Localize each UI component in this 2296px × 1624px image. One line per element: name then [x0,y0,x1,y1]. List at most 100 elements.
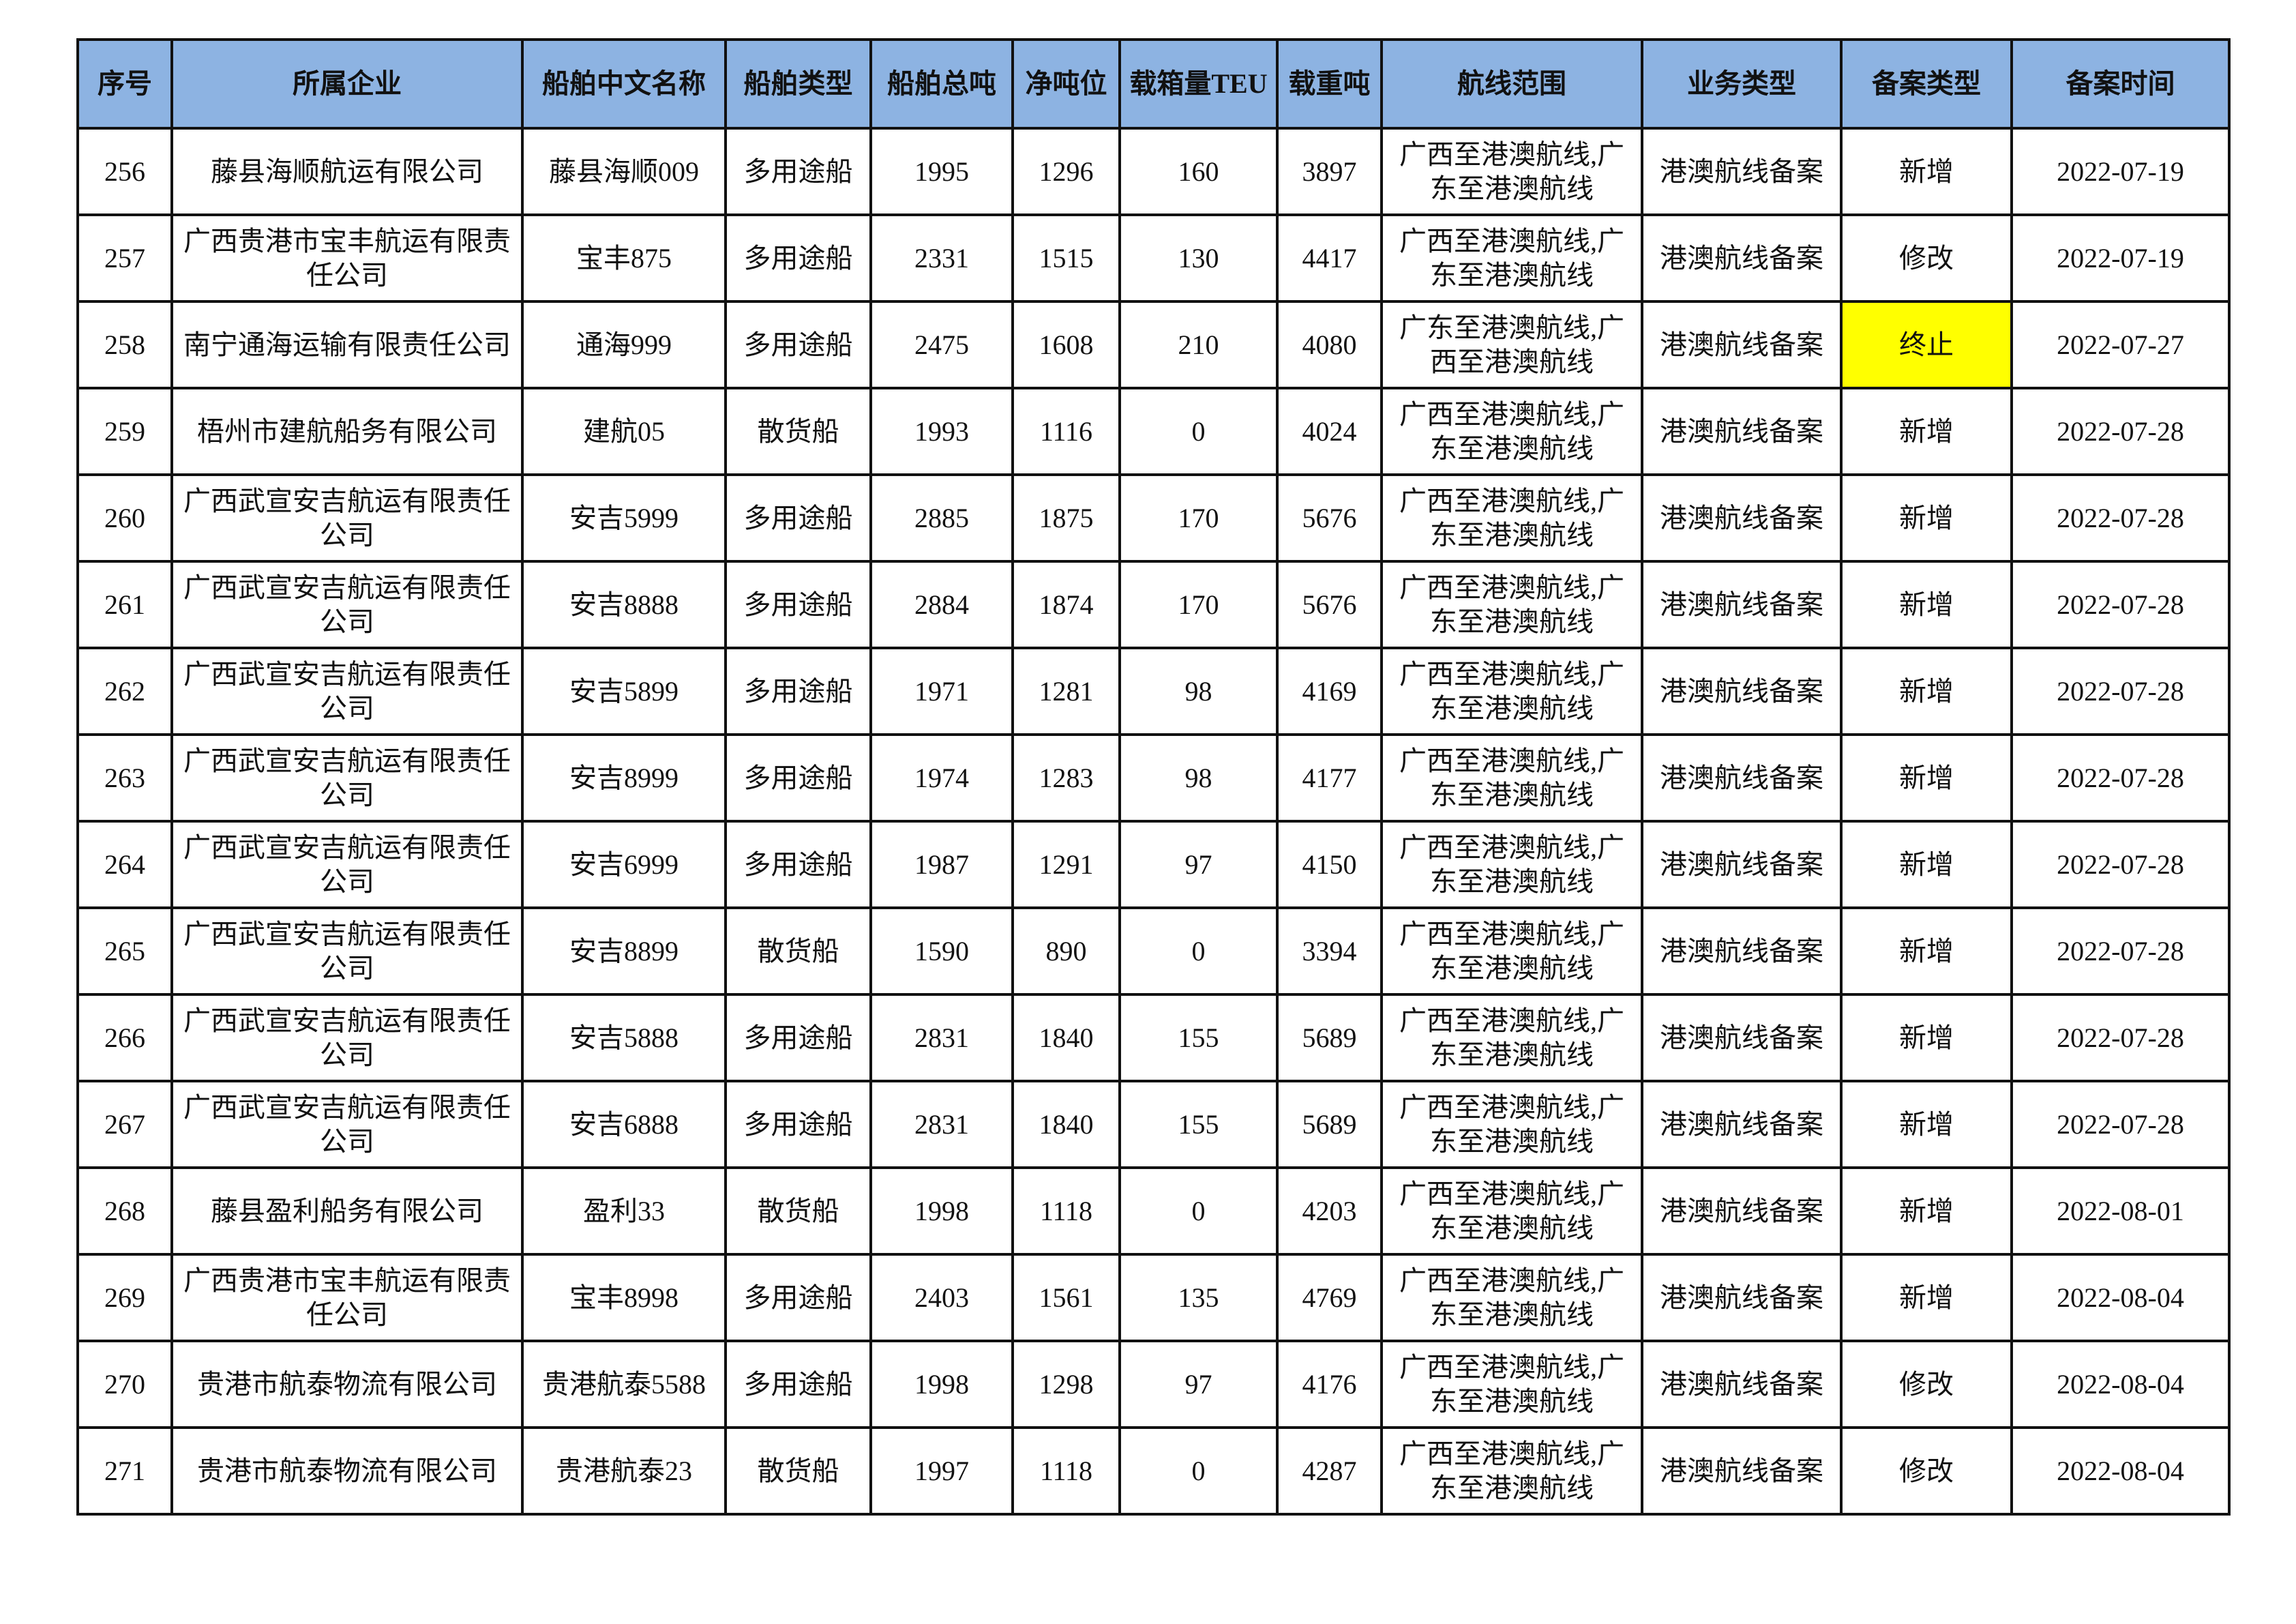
table-row: 265 广西武宣安吉航运有限责任公司 安吉8899 散货船 1590 890 0 3394 广西… [76,906,2231,996]
cell-filing-date: 2022-08-01 [2010,1166,2231,1256]
cell-company: 藤县海顺航运有限公司 [170,127,524,216]
cell-filing-type: 新增 [1840,1080,2013,1169]
column-header-ship-name: 船舶中文名称 [521,38,727,130]
cell-business-type: 港澳航线备案 [1641,473,1843,563]
cell-filing-date: 2022-07-28 [2010,473,2231,563]
cell-ship-name: 宝丰875 [521,213,727,303]
cell-ship-type: 多用途船 [724,560,872,649]
table-row: 262 广西武宣安吉航运有限责任公司 安吉5899 多用途船 1971 1281 98 416… [76,647,2231,736]
cell-route: 广西至港澳航线,广东至港澳航线 [1380,1166,1643,1256]
cell-route: 广西至港澳航线,广东至港澳航线 [1380,560,1643,649]
cell-company: 广西武宣安吉航运有限责任公司 [170,906,524,996]
header-row: 序号 所属企业 船舶中文名称 船舶类型 船舶总吨 净吨位 载箱量TEU 载重吨 航线范围 业务类型… [76,38,2231,130]
cell-business-type: 港澳航线备案 [1641,1253,1843,1342]
cell-gross-tonnage: 1998 [869,1166,1014,1256]
cell-teu: 0 [1118,1426,1279,1516]
cell-company: 贵港市航泰物流有限公司 [170,1340,524,1429]
column-header-company: 所属企业 [170,38,524,130]
cell-filing-type: 新增 [1840,1166,2013,1256]
cell-company: 广西贵港市宝丰航运有限责任公司 [170,213,524,303]
cell-gross-tonnage: 2475 [869,300,1014,389]
cell-gross-tonnage: 1987 [869,820,1014,909]
cell-business-type: 港澳航线备案 [1641,820,1843,909]
cell-business-type: 港澳航线备案 [1641,213,1843,303]
cell-dwt: 4150 [1276,820,1383,909]
cell-ship-name: 安吉8888 [521,560,727,649]
cell-teu: 170 [1118,473,1279,563]
cell-route: 广西至港澳航线,广东至港澳航线 [1380,1340,1643,1429]
cell-dwt: 4176 [1276,1340,1383,1429]
table-row: 257 广西贵港市宝丰航运有限责任公司 宝丰875 多用途船 2331 1515 130 44… [76,213,2231,303]
cell-net-tonnage: 890 [1011,906,1121,996]
cell-filing-date: 2022-07-28 [2010,560,2231,649]
column-header-business-type: 业务类型 [1641,38,1843,130]
cell-business-type: 港澳航线备案 [1641,993,1843,1082]
cell-business-type: 港澳航线备案 [1641,647,1843,736]
cell-net-tonnage: 1281 [1011,647,1121,736]
cell-company: 广西武宣安吉航运有限责任公司 [170,733,524,823]
cell-filing-date: 2022-07-27 [2010,300,2231,389]
cell-dwt: 4417 [1276,213,1383,303]
cell-ship-name: 安吉5888 [521,993,727,1082]
cell-teu: 98 [1118,733,1279,823]
cell-net-tonnage: 1561 [1011,1253,1121,1342]
cell-business-type: 港澳航线备案 [1641,1080,1843,1169]
cell-filing-type: 修改 [1840,1426,2013,1516]
cell-route: 广西至港澳航线,广东至港澳航线 [1380,1426,1643,1516]
cell-gross-tonnage: 1998 [869,1340,1014,1429]
cell-gross-tonnage: 1971 [869,647,1014,736]
cell-no: 271 [76,1426,173,1516]
cell-ship-type: 多用途船 [724,820,872,909]
table-row: 270 贵港市航泰物流有限公司 贵港航泰5588 多用途船 1998 1298 97 4176… [76,1340,2231,1429]
cell-company: 贵港市航泰物流有限公司 [170,1426,524,1516]
cell-net-tonnage: 1291 [1011,820,1121,909]
cell-filing-type: 新增 [1840,993,2013,1082]
cell-ship-name: 贵港航泰23 [521,1426,727,1516]
cell-ship-name: 通海999 [521,300,727,389]
cell-ship-type: 多用途船 [724,733,872,823]
cell-teu: 170 [1118,560,1279,649]
cell-teu: 97 [1118,820,1279,909]
cell-business-type: 港澳航线备案 [1641,1340,1843,1429]
cell-filing-date: 2022-08-04 [2010,1340,2231,1429]
cell-business-type: 港澳航线备案 [1641,127,1843,216]
cell-company: 藤县盈利船务有限公司 [170,1166,524,1256]
cell-no: 264 [76,820,173,909]
cell-business-type: 港澳航线备案 [1641,733,1843,823]
cell-ship-type: 多用途船 [724,127,872,216]
cell-company: 广西武宣安吉航运有限责任公司 [170,820,524,909]
cell-business-type: 港澳航线备案 [1641,906,1843,996]
cell-no: 259 [76,387,173,476]
cell-dwt: 4769 [1276,1253,1383,1342]
cell-no: 262 [76,647,173,736]
column-header-filing-type: 备案类型 [1840,38,2013,130]
cell-company: 广西贵港市宝丰航运有限责任公司 [170,1253,524,1342]
cell-route: 广西至港澳航线,广东至港澳航线 [1380,733,1643,823]
cell-filing-type: 修改 [1840,213,2013,303]
cell-no: 265 [76,906,173,996]
cell-ship-name: 藤县海顺009 [521,127,727,216]
cell-no: 270 [76,1340,173,1429]
cell-ship-type: 多用途船 [724,647,872,736]
cell-company: 南宁通海运输有限责任公司 [170,300,524,389]
cell-net-tonnage: 1118 [1011,1426,1121,1516]
cell-gross-tonnage: 1993 [869,387,1014,476]
cell-no: 260 [76,473,173,563]
cell-gross-tonnage: 2885 [869,473,1014,563]
cell-filing-type: 新增 [1840,820,2013,909]
cell-filing-date: 2022-07-28 [2010,387,2231,476]
cell-ship-name: 建航05 [521,387,727,476]
table-row: 260 广西武宣安吉航运有限责任公司 安吉5999 多用途船 2885 1875 170 56… [76,473,2231,563]
cell-route: 广东至港澳航线,广西至港澳航线 [1380,300,1643,389]
cell-dwt: 3897 [1276,127,1383,216]
cell-no: 269 [76,1253,173,1342]
cell-no: 266 [76,993,173,1082]
ship-filing-table: 序号 所属企业 船舶中文名称 船舶类型 船舶总吨 净吨位 载箱量TEU 载重吨 航线范围 业务类型… [76,38,2231,1516]
cell-teu: 98 [1118,647,1279,736]
cell-ship-type: 多用途船 [724,993,872,1082]
cell-route: 广西至港澳航线,广东至港澳航线 [1380,906,1643,996]
cell-dwt: 5689 [1276,1080,1383,1169]
column-header-route: 航线范围 [1380,38,1643,130]
cell-no: 257 [76,213,173,303]
cell-route: 广西至港澳航线,广东至港澳航线 [1380,473,1643,563]
